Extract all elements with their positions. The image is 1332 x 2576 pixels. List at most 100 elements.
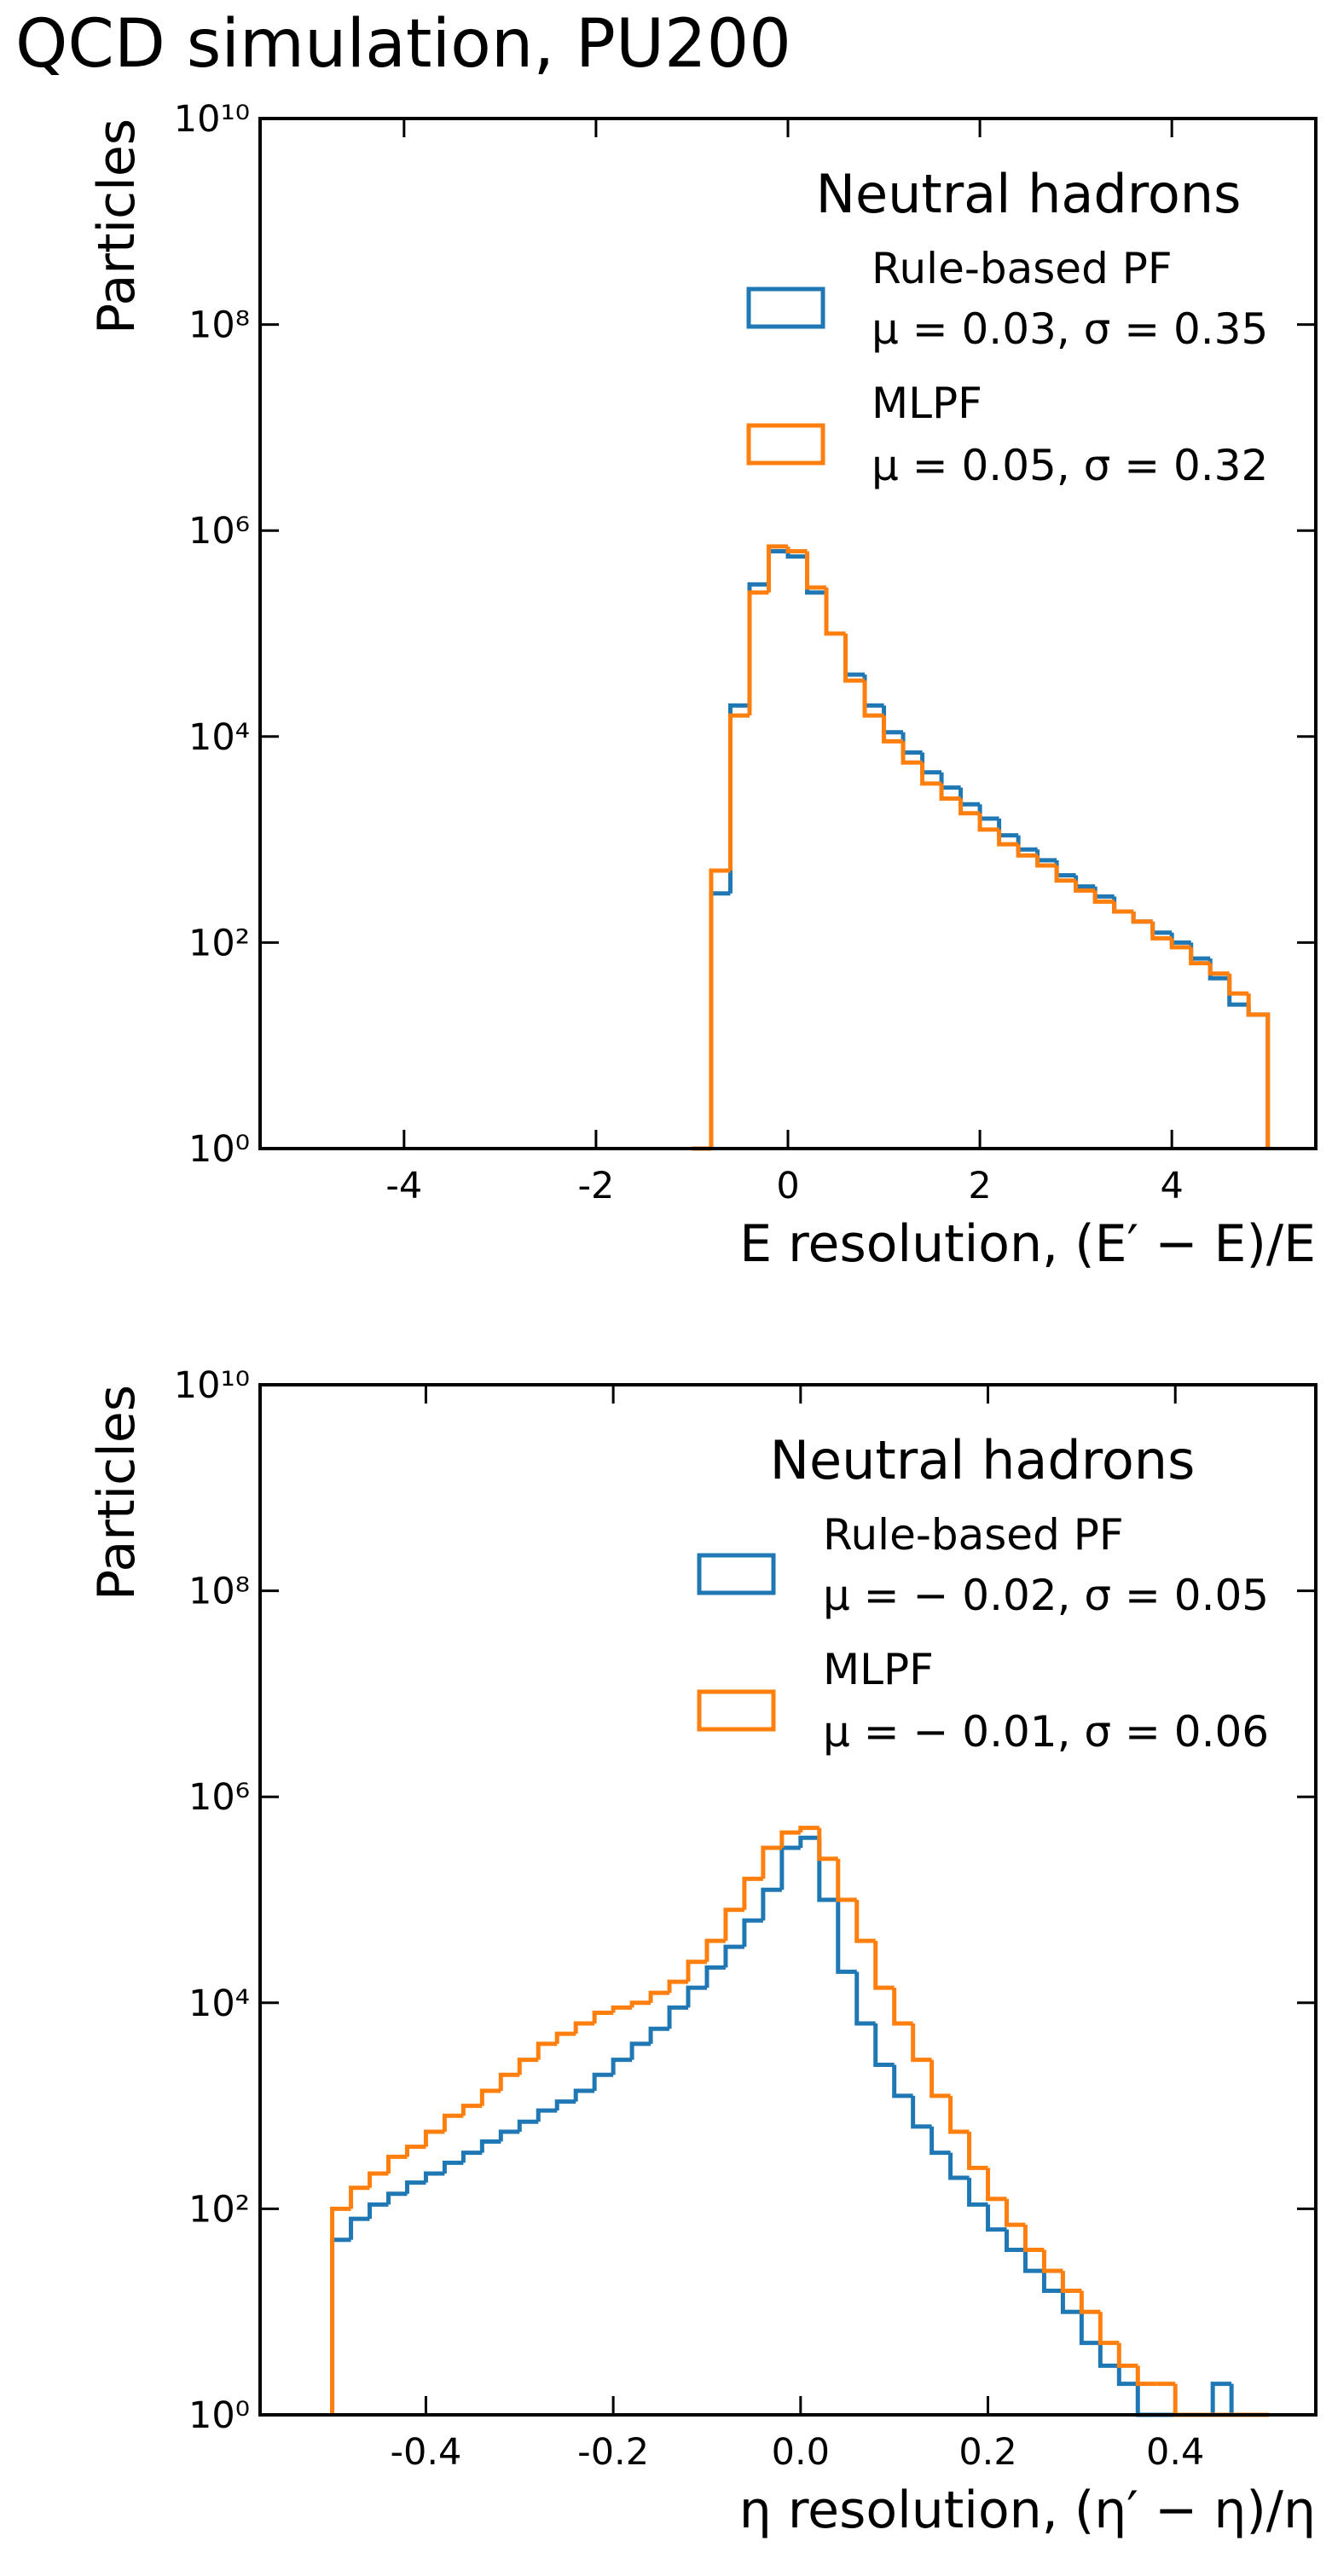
histogram-bin [779, 1830, 801, 1848]
histogram-bin [854, 1900, 876, 1943]
histogram-bin [986, 2204, 1007, 2232]
histogram-bin [862, 680, 884, 718]
histogram-bin [1092, 890, 1115, 904]
histogram-bin [836, 1858, 857, 1902]
histogram-bin [1116, 2365, 1138, 2387]
histogram-bin [1131, 912, 1153, 924]
histogram-bin [1005, 2198, 1026, 2227]
histogram-bin [479, 2139, 501, 2153]
histogram-bin [911, 2095, 932, 2129]
x-tick-label: 0 [776, 1165, 799, 1207]
figure-title: QCD simulation, PU200 [15, 6, 791, 83]
histogram-bin [554, 2031, 576, 2044]
histogram-bin [592, 2072, 614, 2091]
histogram-bin [704, 1938, 726, 1962]
histogram-bin [986, 2168, 1007, 2202]
histogram-bin [629, 2000, 652, 2008]
histogram-bin [667, 1979, 689, 1994]
y-tick-label: 10² [188, 922, 250, 964]
x-axis-label: η resolution, (η′ − η)/η [739, 2480, 1316, 2540]
legend-label: Rule-based PF [823, 1510, 1124, 1560]
legend-swatch [697, 1689, 776, 1732]
histogram-bin [1022, 2249, 1045, 2273]
histogram-bin [761, 1887, 782, 1921]
histogram-bin [1054, 865, 1076, 883]
legend-label: MLPF [872, 379, 982, 428]
histogram-bin [1041, 2271, 1063, 2294]
histogram-bin [948, 2095, 970, 2134]
histogram-bin [997, 829, 1019, 847]
histogram-bin [704, 1965, 726, 1988]
histogram-bin [901, 741, 923, 765]
histogram-bin [958, 798, 981, 816]
y-axis-label: Particles [87, 119, 147, 334]
histogram-bin [723, 1907, 744, 1942]
y-tick-label: 10⁸ [188, 304, 250, 347]
histogram-bin [686, 1959, 707, 1983]
histogram-bin [498, 2129, 520, 2142]
histogram-bin [686, 1985, 707, 2008]
histogram-bin [892, 2064, 913, 2098]
histogram-bin [798, 1835, 819, 1848]
y-tick-label: 10¹⁰ [174, 1364, 250, 1407]
histogram-bin [1227, 973, 1249, 996]
histogram-bin [805, 551, 827, 590]
histogram-bin [824, 587, 846, 636]
legend-title: Neutral hadrons [816, 163, 1242, 225]
histogram-bin [368, 2171, 389, 2188]
histogram-bin [404, 2180, 426, 2194]
histogram-bin [479, 2088, 501, 2106]
histogram-bin [648, 1990, 670, 2003]
histogram-bin [404, 2145, 426, 2157]
y-tick-label: 10⁶ [188, 510, 250, 553]
histogram-bin [817, 1827, 838, 1861]
legend-label: MLPF [823, 1645, 934, 1694]
x-tick-label: -2 [577, 1165, 614, 1207]
histogram-bin [517, 2058, 539, 2075]
histogram-bin [911, 2023, 932, 2063]
histogram-bin [873, 2023, 895, 2068]
histogram-bin [948, 2152, 970, 2180]
histogram-bin [1112, 901, 1134, 914]
legend-stats: μ = − 0.02, σ = 0.05 [823, 1571, 1269, 1620]
histogram-bin [1035, 855, 1057, 868]
legend-label: Rule-based PF [872, 244, 1173, 293]
histogram-bin [460, 2151, 483, 2163]
histogram-bin [385, 2154, 408, 2174]
histogram-bin [592, 2011, 614, 2024]
histogram-bin [977, 813, 999, 832]
x-axis-label: E resolution, (E′ − E)/E [739, 1214, 1316, 1274]
histogram-bin [727, 713, 750, 871]
histogram-bin [611, 2058, 633, 2075]
histogram-bin [1079, 2290, 1101, 2314]
histogram-bin [1116, 2342, 1138, 2368]
y-tick-label: 10⁴ [188, 716, 250, 759]
histogram-bin [611, 2005, 633, 2013]
histogram-bin [1150, 921, 1173, 941]
x-tick-label: 4 [1161, 1165, 1184, 1207]
histogram-bin [1060, 2271, 1082, 2294]
histogram-bin [385, 2191, 408, 2205]
histogram-bin [882, 715, 904, 744]
histogram-bin [742, 1876, 763, 1910]
y-axis-label: Particles [87, 1385, 147, 1601]
histogram-bin [939, 783, 961, 802]
histogram-bin [460, 2104, 483, 2116]
histogram-bin [1005, 2229, 1026, 2252]
histogram-bin [785, 546, 808, 553]
histogram-bin [1097, 2342, 1120, 2368]
histogram-bin [517, 2119, 539, 2133]
histogram-bin [747, 590, 769, 716]
histogram-bin [442, 2113, 464, 2133]
histogram-bin [648, 2026, 670, 2044]
histogram-bin [920, 762, 942, 786]
x-tick-label: 0.4 [1146, 2431, 1204, 2474]
histogram-bin [1169, 938, 1191, 950]
histogram-bin [836, 1900, 857, 1974]
histogram-bin [1074, 880, 1096, 893]
y-tick-label: 10⁴ [188, 1983, 250, 2025]
histogram-bin [930, 2059, 951, 2098]
